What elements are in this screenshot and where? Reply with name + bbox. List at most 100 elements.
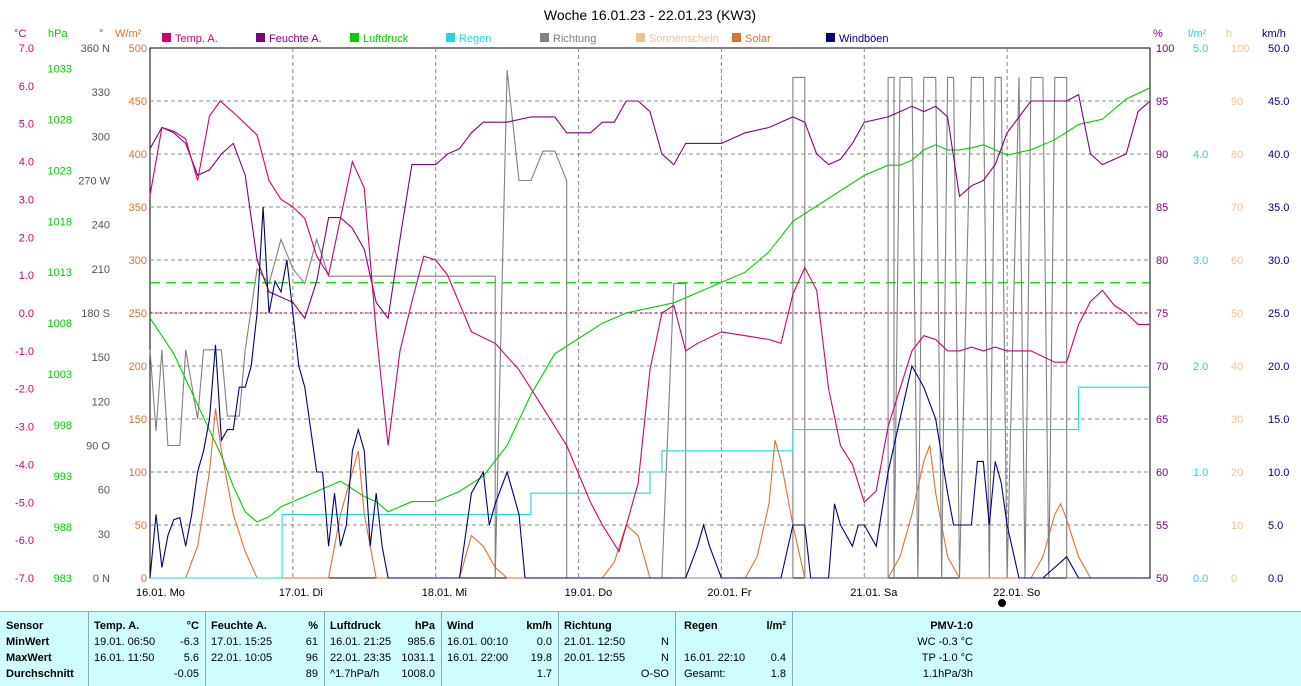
tick-solar: 250 xyxy=(129,308,147,320)
tick-pressure: 1003 xyxy=(48,369,72,381)
rain-max-time: 16.01. 22:10 xyxy=(684,652,746,664)
tick-direction: 330 xyxy=(92,87,110,99)
tick-humidity: 85 xyxy=(1156,202,1168,214)
pressure-header: Luftdruck xyxy=(330,620,381,632)
legend-swatch xyxy=(540,33,549,42)
tick-wind: 40.0 xyxy=(1268,149,1289,161)
col-humidity: Feuchte A.% 17.01. 15:25 61 22.01. 10:05 9… xyxy=(206,612,325,686)
tick-labels: 7.0 6.0 5.0 4.0 3.0 2.0 1.0 0.0 -1.0 -2.0 -3.0 -4.0… xyxy=(15,43,1289,585)
tick-rain: 1.0 xyxy=(1193,467,1208,479)
legend-label: Solar xyxy=(745,33,771,45)
direction-max-time: 20.01. 12:55 xyxy=(564,652,626,664)
tick-sunshine: 40 xyxy=(1231,361,1243,373)
tick-humidity: 90 xyxy=(1156,149,1168,161)
tick-sunshine: 60 xyxy=(1231,255,1243,267)
temp-min-value: -6.3 xyxy=(180,636,199,648)
legend-swatch xyxy=(162,33,171,42)
tick-sunshine: 30 xyxy=(1231,414,1243,426)
tick-wind: 0.0 xyxy=(1268,573,1283,585)
tick-direction: 90 O xyxy=(86,441,110,453)
tick-wind: 35.0 xyxy=(1268,202,1289,214)
legend-swatch xyxy=(732,33,741,42)
pressure-unit: hPa xyxy=(414,620,435,632)
tick-wind: 5.0 xyxy=(1268,520,1283,532)
tick-solar: 500 xyxy=(129,43,147,55)
rain-header: Regen xyxy=(684,620,718,632)
tick-direction: 270 W xyxy=(78,176,110,188)
humidity-avg-value: 89 xyxy=(305,668,318,680)
pmv-header: PMV-1:0 xyxy=(930,620,973,632)
humidity-max-value: 96 xyxy=(305,652,318,664)
tick-solar: 100 xyxy=(129,467,147,479)
tick-rain: 4.0 xyxy=(1193,149,1208,161)
tick-solar: 350 xyxy=(129,202,147,214)
tick-temp: 3.0 xyxy=(19,194,34,206)
tick-sunshine: 50 xyxy=(1231,308,1243,320)
direction-avg-value: O-SO xyxy=(640,668,669,680)
humidity-header: Feuchte A. xyxy=(211,620,267,632)
axis-unit-humidity: % xyxy=(1153,28,1163,40)
col-sensor: Sensor MinWert MaxWert Durchschnitt xyxy=(0,612,89,686)
axis-unit-sunshine: h xyxy=(1226,28,1232,40)
col-wind: Wind km/h 16.01. 00:10 0.0 16.01. 22:00 19.… xyxy=(442,612,559,686)
temp-header: Temp. A. xyxy=(94,620,140,632)
wind-header: Wind xyxy=(447,620,474,632)
legend-label: Luftdruck xyxy=(363,33,409,45)
tick-sunshine: 0 xyxy=(1231,573,1237,585)
pressure-min-value: 985.6 xyxy=(407,636,435,648)
tick-direction: 300 xyxy=(92,131,110,143)
tick-pressure: 1013 xyxy=(48,267,72,279)
series-windb-en xyxy=(149,206,1150,579)
tick-rain: 5.0 xyxy=(1193,43,1208,55)
wind-min-value: 0.0 xyxy=(536,636,552,648)
tick-solar: 50 xyxy=(135,520,147,532)
tick-pressure: 1023 xyxy=(48,165,72,177)
wind-min-time: 16.01. 00:10 xyxy=(447,636,509,648)
tick-temp: 6.0 xyxy=(19,81,34,93)
pressure-trend: ^1.7hPa/h xyxy=(330,668,380,680)
tick-direction: 60 xyxy=(98,485,110,497)
tick-temp: 7.0 xyxy=(19,43,34,55)
rain-total-value: 1.8 xyxy=(770,668,786,680)
day-labels: 16.01. Mo 17.01. Di 18.01. Mi 19.01. Do 20.0… xyxy=(136,587,1040,599)
row-label-min: MinWert xyxy=(6,636,50,648)
tick-pressure: 1028 xyxy=(48,114,72,126)
axis-unit-pressure: hPa xyxy=(48,28,68,40)
tick-direction: 240 xyxy=(92,220,110,232)
weather-chart: Woche 16.01.23 - 22.01.23 (KW3) Temp. A.… xyxy=(14,7,1290,607)
tick-humidity: 60 xyxy=(1156,467,1168,479)
tick-wind: 50.0 xyxy=(1268,43,1289,55)
tick-wind: 20.0 xyxy=(1268,361,1289,373)
wind-max-time: 16.01. 22:00 xyxy=(447,652,509,664)
tick-temp: 0.0 xyxy=(19,308,34,320)
series-group xyxy=(149,70,1151,579)
day-label: 22.01. So xyxy=(993,587,1040,599)
legend-swatch xyxy=(446,33,455,42)
series-feuchte-a xyxy=(149,93,1151,320)
day-label: 19.01. Do xyxy=(565,587,613,599)
pmv-pressure-trend: 1.1hPa/3h xyxy=(922,668,973,680)
tick-wind: 25.0 xyxy=(1268,308,1289,320)
row-label-avg: Durchschnitt xyxy=(6,668,74,680)
tick-rain: 3.0 xyxy=(1193,255,1208,267)
statistics-table: Sensor MinWert MaxWert Durchschnitt Temp… xyxy=(0,611,1301,686)
temp-min-time: 19.01. 06:50 xyxy=(94,636,156,648)
pressure-max-value: 1031.1 xyxy=(401,652,435,664)
tick-humidity: 55 xyxy=(1156,520,1168,532)
tick-pressure: 1018 xyxy=(48,216,72,228)
temp-max-time: 16.01. 11:50 xyxy=(94,652,155,664)
pressure-max-time: 22.01. 23:35 xyxy=(330,652,392,664)
tick-pressure: 998 xyxy=(54,420,72,432)
col-pressure: Luftdruck hPa 16.01. 21:25 985.6 22.01. 23… xyxy=(325,612,442,686)
tick-pressure: 1033 xyxy=(48,63,72,75)
tick-wind: 30.0 xyxy=(1268,255,1289,267)
temp-max-value: 5.6 xyxy=(183,652,199,664)
rain-unit: l/m² xyxy=(766,620,786,632)
legend-swatch xyxy=(350,33,359,42)
tick-rain: 2.0 xyxy=(1193,361,1208,373)
tick-temp: -1.0 xyxy=(15,346,34,358)
series-regen xyxy=(150,386,1150,579)
wind-avg-value: 1.7 xyxy=(536,668,552,680)
tick-temp: 2.0 xyxy=(19,232,34,244)
humidity-min-time: 17.01. 15:25 xyxy=(211,636,273,648)
